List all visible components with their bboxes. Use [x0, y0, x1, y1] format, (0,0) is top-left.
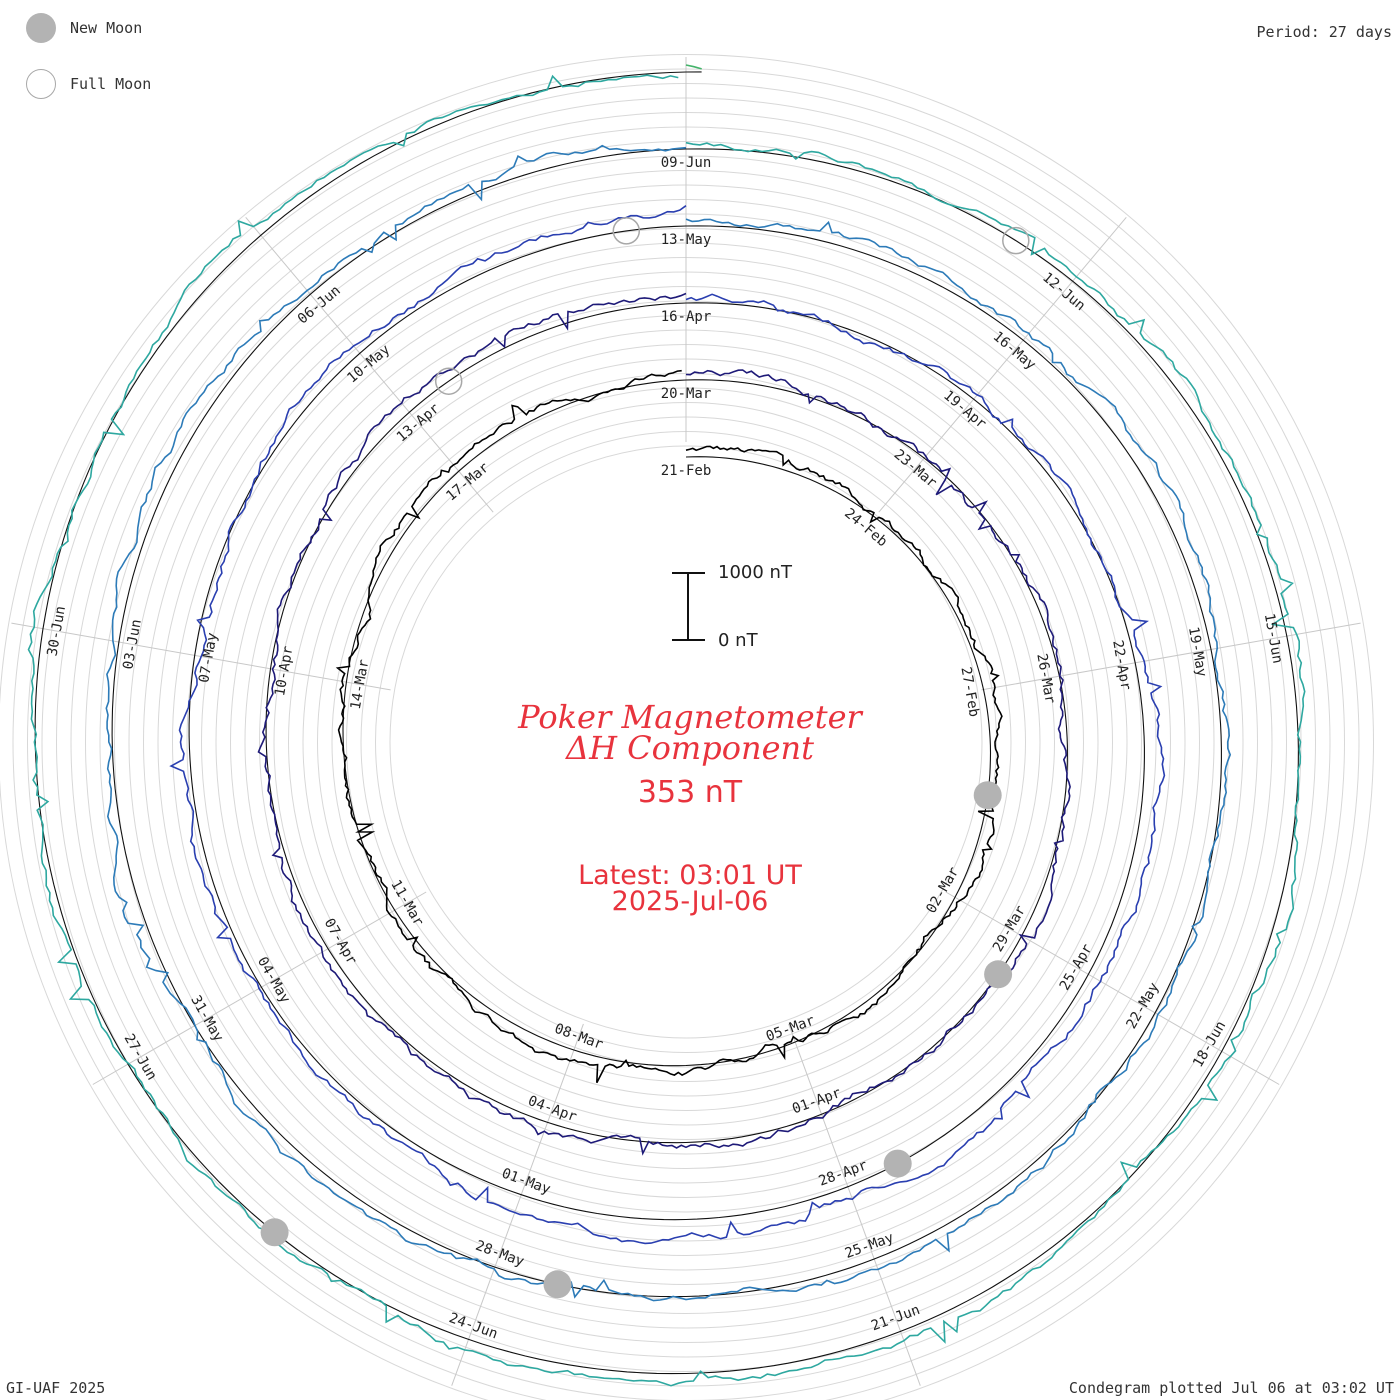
trace-turn-4: [105, 144, 1232, 1302]
chart-subtitle: ΔH Component: [565, 729, 815, 767]
date-label: 06-Jun: [295, 283, 344, 328]
date-label: 25-Apr: [1057, 941, 1096, 993]
legend-full-moon-label: Full Moon: [70, 75, 152, 93]
date-label: 24-Jun: [447, 1310, 500, 1342]
grid-spoke: [945, 891, 1280, 1085]
date-label: 30-Jun: [45, 605, 70, 658]
date-label: 22-Apr: [1109, 639, 1134, 692]
date-label: 18-Jun: [1190, 1018, 1229, 1070]
date-label: 12-Jun: [1039, 270, 1088, 315]
date-label: 01-Apr: [790, 1085, 843, 1117]
grid-spoke: [245, 216, 494, 513]
full-moon-icon: [26, 69, 56, 99]
legend-new-moon-label: New Moon: [70, 19, 143, 37]
grid-spoke: [788, 1023, 921, 1386]
full-moon-marker: [612, 217, 641, 245]
trace-turn-2: [257, 292, 1071, 1156]
new-moon-marker: [543, 1270, 572, 1299]
full-moon-marker: [1002, 226, 1030, 255]
date-label: 10-Apr: [272, 645, 297, 698]
grid-spoke: [451, 1023, 584, 1386]
scale-top-label: 1000 nT: [718, 562, 792, 583]
legend-full-moon: Full Moon: [26, 69, 151, 99]
date-label: 25-May: [843, 1230, 896, 1262]
footer-credit: GI-UAF 2025: [6, 1379, 106, 1397]
date-label: 22-May: [1123, 980, 1162, 1032]
grid-ring: [389, 445, 983, 1039]
latest-date: 2025-Jul-06: [611, 886, 769, 917]
current-value: 353 nT: [637, 775, 743, 810]
trace-turn-6: [685, 64, 702, 70]
grid-spoke: [878, 216, 1127, 513]
date-label: 13-Apr: [394, 401, 443, 446]
date-label: 07-Apr: [321, 916, 360, 968]
date-label: 21-Feb: [661, 463, 712, 479]
latest-time: Latest: 03:01 UT: [578, 860, 802, 891]
data-traces: [27, 64, 1306, 1387]
footer-plotted: Condegram plotted Jul 06 at 03:02 UT: [1068, 1379, 1394, 1397]
new-moon-marker: [984, 960, 1013, 989]
trace-turn-3: [169, 205, 1166, 1245]
baseline-spiral: [34, 71, 1299, 1375]
grid-ring: [0, 54, 1374, 1400]
date-label: 13-May: [661, 232, 712, 248]
date-label: 05-Mar: [764, 1013, 817, 1045]
legend-new-moon: New Moon: [26, 13, 142, 43]
date-label: 07-May: [196, 632, 221, 685]
scale-bar: [672, 572, 705, 641]
new-moon-marker: [883, 1149, 912, 1178]
date-label: 08-Mar: [552, 1021, 605, 1053]
date-label: 27-Jun: [121, 1031, 160, 1083]
date-label: 15-Jun: [1261, 612, 1286, 665]
date-label: 19-Apr: [940, 388, 989, 433]
date-label: 16-Apr: [661, 309, 712, 325]
date-label: 09-Jun: [661, 155, 712, 171]
new-moon-marker: [973, 781, 1002, 810]
date-label: 24-Feb: [841, 505, 890, 550]
date-label: 04-Apr: [526, 1093, 579, 1125]
trace-turn-1: [335, 369, 1003, 1084]
date-label: 20-Mar: [661, 386, 712, 402]
date-label: 21-Jun: [869, 1302, 922, 1334]
new-moon-marker: [260, 1218, 289, 1247]
scale-bottom-label: 0 nT: [718, 630, 758, 651]
chart-title: Poker Magnetometer: [518, 698, 862, 736]
moon-markers: [260, 217, 1030, 1299]
full-moon-marker: [434, 367, 463, 395]
baseline-spiral-path: [34, 71, 1299, 1375]
trace-turn-5: [27, 74, 1306, 1387]
date-label: 19-May: [1185, 626, 1210, 679]
date-label: 03-Jun: [120, 618, 145, 671]
period-label: Period: 27 days: [1256, 23, 1392, 41]
new-moon-icon: [26, 13, 56, 43]
